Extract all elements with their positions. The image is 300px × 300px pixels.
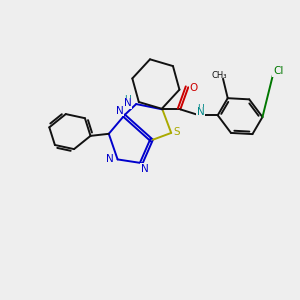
Text: N: N [197,107,205,117]
Text: N: N [141,164,148,173]
Text: N: N [124,98,132,108]
Text: O: O [190,83,198,93]
Text: Cl: Cl [273,66,283,76]
Text: N: N [106,154,114,164]
Text: CH₃: CH₃ [211,71,227,80]
Text: H: H [124,95,131,104]
Text: N: N [116,106,124,116]
Text: H: H [197,104,204,113]
Text: S: S [174,127,180,137]
